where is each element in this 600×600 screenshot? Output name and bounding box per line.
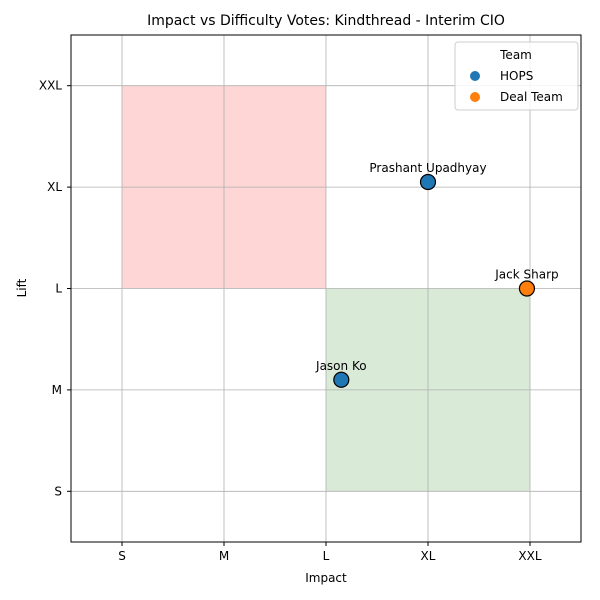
x-axis-ticks: S M L XL XXL: [118, 542, 542, 563]
legend-label-hops: HOPS: [500, 69, 533, 83]
y-axis-label: Lift: [15, 278, 29, 297]
point-label-jack-sharp: Jack Sharp: [494, 268, 558, 282]
x-tick-label-S: S: [118, 549, 126, 563]
x-tick-label-XXL: XXL: [518, 549, 541, 563]
x-tick-label-M: M: [219, 549, 229, 563]
y-tick-label-L: L: [55, 282, 62, 296]
y-tick-label-S: S: [54, 484, 62, 498]
legend-title: Team: [499, 48, 532, 62]
point-jason-ko: [334, 372, 349, 387]
legend: Team HOPS Deal Team: [455, 42, 578, 110]
x-tick-label-L: L: [323, 549, 330, 563]
y-tick-label-M: M: [52, 383, 62, 397]
point-label-prashant-upadhyay: Prashant Upadhyay: [369, 161, 486, 175]
chart-title: Impact vs Difficulty Votes: Kindthread -…: [147, 13, 505, 29]
legend-label-deal-team: Deal Team: [500, 90, 563, 104]
point-label-jason-ko: Jason Ko: [315, 359, 367, 373]
y-axis-ticks: S M L XL XXL: [39, 79, 71, 499]
legend-marker-hops: [470, 71, 480, 81]
point-jack-sharp: [519, 281, 534, 296]
x-axis-label: Impact: [305, 571, 347, 585]
point-prashant-upadhyay: [421, 175, 436, 190]
y-tick-label-XL: XL: [47, 180, 62, 194]
y-tick-label-XXL: XXL: [39, 79, 62, 93]
x-tick-label-XL: XL: [421, 549, 436, 563]
legend-marker-deal-team: [470, 92, 480, 102]
